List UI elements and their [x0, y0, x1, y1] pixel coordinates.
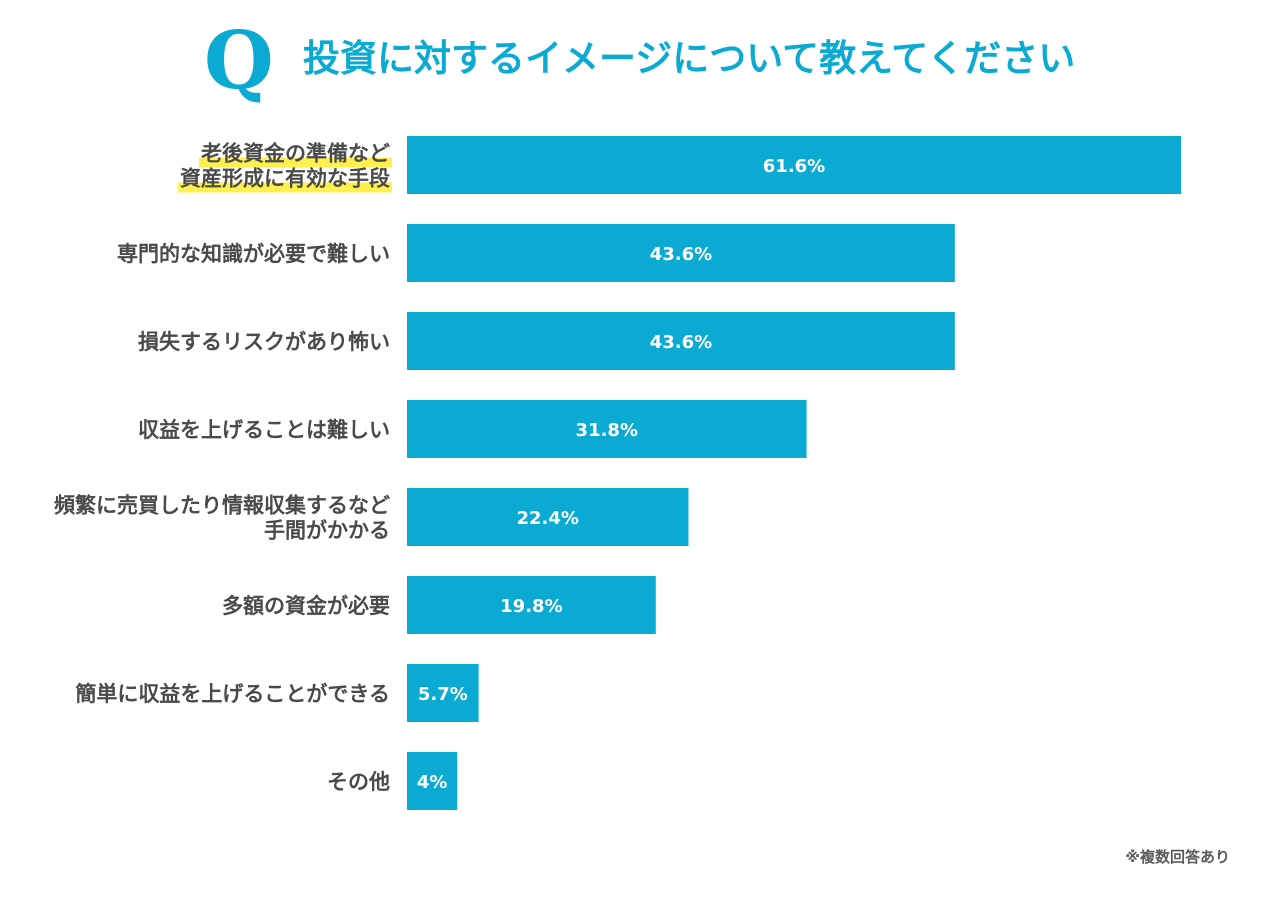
- bar-4: [407, 488, 689, 546]
- bar-value-label-0: 61.6%: [763, 156, 825, 177]
- bar-value-label-5: 19.8%: [500, 596, 562, 617]
- bar-1: [407, 224, 955, 282]
- bar-value-label-2: 43.6%: [650, 332, 712, 353]
- bar-value-label-7: 4%: [417, 772, 448, 793]
- bar-2: [407, 312, 955, 370]
- category-label-0-0: 老後資金の準備など: [201, 142, 390, 166]
- category-label-2-0: 損失するリスクがあり怖い: [138, 330, 390, 354]
- bar-value-label-3: 31.8%: [576, 420, 638, 441]
- bar-7: [407, 752, 458, 810]
- category-label-3-0: 収益を上げることは難しい: [138, 418, 390, 442]
- page-title: 投資に対するイメージについて教えてください: [303, 37, 1076, 80]
- header: Q 投資に対するイメージについて教えてください: [0, 13, 1280, 107]
- highlight-marker-1: [178, 182, 392, 193]
- bar-6: [407, 664, 479, 722]
- highlight-marker-0: [199, 157, 392, 168]
- bar-0: [407, 136, 1181, 194]
- bar-value-label-1: 43.6%: [650, 244, 712, 265]
- category-label-4-0: 頻繁に売買したり情報収集するなど: [54, 494, 390, 518]
- bar-3: [407, 400, 807, 458]
- category-label-5-0: 多額の資金が必要: [222, 594, 390, 618]
- bar-value-label-6: 5.7%: [418, 684, 468, 705]
- category-label-0-1: 資産形成に有効な手段: [180, 167, 390, 191]
- category-label-6-0: 簡単に収益を上げることができる: [75, 682, 390, 706]
- bar-5: [407, 576, 656, 634]
- footnote: ※複数回答あり: [1125, 848, 1230, 866]
- category-label-4-1: 手間がかかる: [264, 519, 390, 543]
- bar-value-label-4: 22.4%: [517, 508, 579, 529]
- q-icon: Q: [204, 13, 274, 107]
- category-label-7-0: その他: [327, 770, 390, 794]
- category-label-1-0: 専門的な知識が必要で難しい: [117, 242, 390, 266]
